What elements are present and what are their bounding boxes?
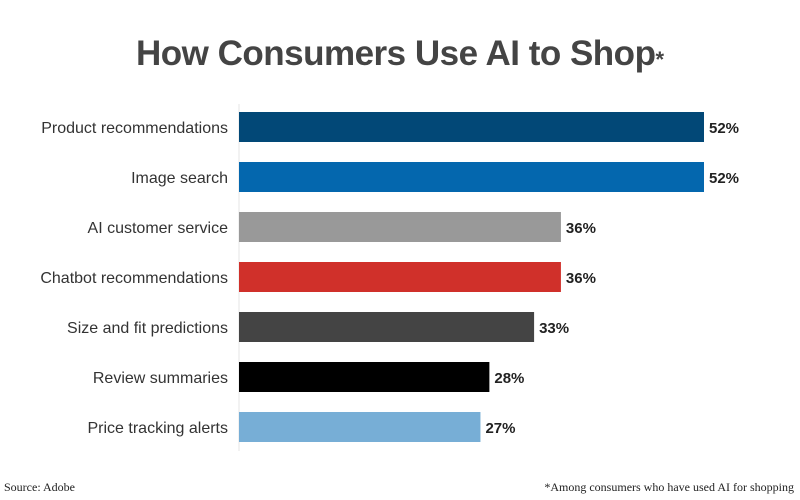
chart-title-footnote-mark: *: [655, 47, 665, 72]
footnote: *Among consumers who have used AI for sh…: [544, 480, 794, 494]
bar-3: [239, 262, 561, 292]
category-label-6: Price tracking alerts: [88, 420, 229, 437]
chart-title: How Consumers Use AI to Shop: [135, 34, 656, 73]
bar-2: [239, 212, 561, 242]
value-label-6: 27%: [485, 420, 515, 437]
source-note: Source: Adobe: [4, 480, 75, 494]
category-label-3: Chatbot recommendations: [40, 270, 228, 287]
bar-1: [239, 162, 704, 192]
bar-chart: Product recommendations 52% Image search 52…: [40, 104, 739, 451]
value-label-4: 33%: [539, 320, 569, 337]
category-label-0: Product recommendations: [41, 120, 228, 137]
value-label-3: 36%: [566, 270, 596, 287]
bar-5: [239, 362, 490, 392]
category-label-5: Review summaries: [93, 370, 228, 387]
value-label-5: 28%: [494, 370, 524, 387]
chart-title-wrap: How Consumers Use AI to Shop*: [0, 34, 800, 74]
bar-0: [239, 112, 704, 142]
value-label-2: 36%: [566, 220, 596, 237]
category-label-1: Image search: [131, 170, 228, 187]
value-label-0: 52%: [709, 120, 739, 137]
value-label-1: 52%: [709, 170, 739, 187]
bar-4: [239, 312, 535, 342]
bar-6: [239, 412, 481, 442]
category-label-4: Size and fit predictions: [67, 320, 228, 337]
category-label-2: AI customer service: [88, 220, 229, 237]
